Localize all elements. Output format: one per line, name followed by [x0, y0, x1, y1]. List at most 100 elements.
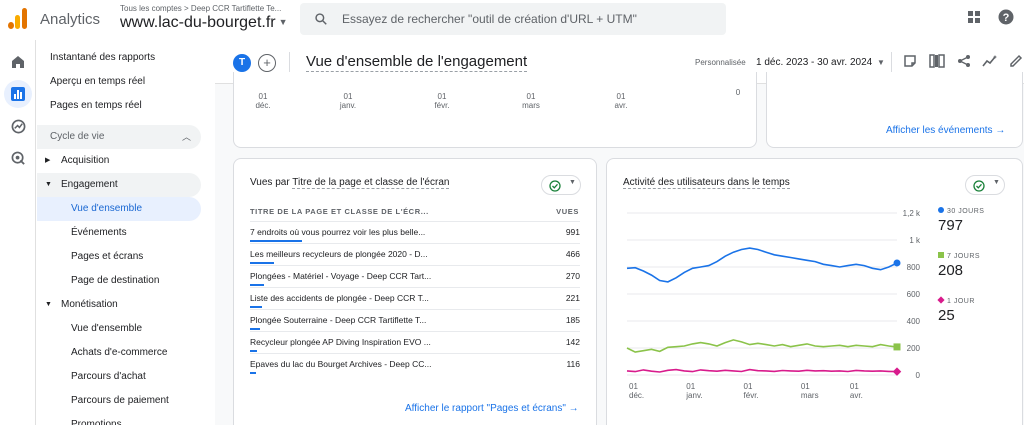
- x-tick-label: 01 avr.: [614, 92, 628, 110]
- nav-promotions[interactable]: Promotions: [71, 419, 122, 425]
- view-pages-report-link[interactable]: Afficher le rapport "Pages et écrans" →: [405, 403, 579, 414]
- row-views-bar: [250, 262, 275, 264]
- table-row[interactable]: Plongées - Matériel - Voyage - Deep CCR …: [250, 265, 580, 287]
- x-tick-label: déc.: [629, 391, 644, 400]
- row-views-value: 270: [565, 271, 580, 281]
- row-page-title: Les meilleurs recycleurs de plongée 2020…: [250, 249, 428, 259]
- property-selector[interactable]: www.lac-du-bourget.fr ▼: [120, 14, 288, 32]
- app-name[interactable]: Analytics: [40, 11, 101, 28]
- table-row[interactable]: Plongée Souterraine - Deep CCR Tartiflet…: [250, 309, 580, 331]
- x-tick-label: 01 janv.: [339, 92, 357, 110]
- advertising-button[interactable]: [4, 144, 32, 172]
- chevron-down-icon[interactable]: ▼: [877, 58, 885, 67]
- row-page-title: Recycleur plongée AP Diving Inspiration …: [250, 337, 431, 347]
- legend-label: 1 JOUR: [947, 298, 975, 305]
- nav-events[interactable]: Événements: [71, 227, 127, 238]
- check-circle-icon: [973, 180, 985, 192]
- row-views-value: 116: [566, 359, 580, 369]
- column-header-views[interactable]: VUES: [556, 207, 579, 216]
- dimension-selector[interactable]: Titre de la page et classe de l'écran: [292, 177, 450, 189]
- nav-engagement[interactable]: ▼ Engagement: [37, 173, 201, 197]
- series-end-marker: [892, 367, 902, 376]
- breadcrumb[interactable]: Tous les comptes > Deep CCR Tartiflette …: [120, 4, 282, 13]
- nav-snapshot[interactable]: Instantané des rapports: [50, 52, 156, 63]
- row-views-bar: [250, 306, 262, 308]
- card-title: Vues par Titre de la page et classe de l…: [250, 177, 450, 189]
- nav-checkout-journey[interactable]: Parcours de paiement: [71, 395, 169, 406]
- advertising-target-icon: [11, 151, 25, 165]
- insights-icon[interactable]: [982, 54, 998, 68]
- row-views-bar: [250, 350, 258, 352]
- nav-monetisation[interactable]: ▼ Monétisation: [37, 293, 201, 317]
- home-button[interactable]: [4, 48, 32, 76]
- nav-ecommerce[interactable]: Achats d'e-commerce: [71, 347, 168, 358]
- chevron-down-icon: ▼: [993, 179, 1000, 186]
- nav-landing-page[interactable]: Page de destination: [71, 275, 160, 286]
- nav-realtime-pages[interactable]: Pages en temps réel: [50, 100, 142, 111]
- nav-pages-screens[interactable]: Pages et écrans: [71, 251, 144, 262]
- nav-engagement-label: Engagement: [61, 179, 118, 190]
- nav-engagement-overview[interactable]: Vue d'ensemble: [37, 197, 201, 221]
- series-end-marker: [893, 259, 901, 267]
- nav-purchase-journey[interactable]: Parcours d'achat: [71, 371, 146, 382]
- events-chart-card: 01 déc. 01 janv. 01 févr. 01 mars 01 avr. 0: [233, 72, 757, 148]
- pages-table-card: Vues par Titre de la page et classe de l…: [233, 158, 597, 425]
- x-tick-label: 01 déc.: [255, 92, 271, 110]
- date-preset-label: Personnalisée: [695, 58, 746, 67]
- apps-grid-icon[interactable]: [967, 10, 981, 24]
- explore-icon: [11, 119, 25, 133]
- reports-button[interactable]: [4, 80, 32, 108]
- row-page-title: Liste des accidents de plongée - Deep CC…: [250, 293, 429, 303]
- left-rail: [0, 40, 36, 425]
- caret-right-icon: ▶: [45, 157, 51, 164]
- column-header-title[interactable]: TITRE DE LA PAGE ET CLASSE DE L'ÉCR...: [250, 207, 429, 216]
- series-diamond-icon: [937, 296, 945, 304]
- main-content: T + Vue d'ensemble de l'engagement Perso…: [215, 40, 1024, 425]
- view-pages-report-label: Afficher le rapport "Pages et écrans": [405, 403, 566, 414]
- y-tick-label: 1 k: [909, 236, 921, 245]
- view-events-link[interactable]: Afficher les événements →: [886, 125, 1005, 136]
- legend-1d[interactable]: 1 JOUR 25: [937, 296, 975, 324]
- edit-pencil-icon[interactable]: [1009, 54, 1023, 68]
- y-tick-label: 800: [907, 263, 921, 272]
- analytics-logo-icon[interactable]: [8, 7, 28, 29]
- nav-acquisition[interactable]: ▶ Acquisition: [37, 149, 201, 173]
- nav-monetisation-overview[interactable]: Vue d'ensemble: [71, 323, 143, 334]
- date-range-picker[interactable]: 1 déc. 2023 - 30 avr. 2024: [756, 57, 873, 68]
- comparison-toggle[interactable]: ▼: [541, 175, 581, 195]
- add-comparison-button[interactable]: +: [258, 54, 276, 72]
- share-icon[interactable]: [957, 54, 971, 68]
- search-box[interactable]: [300, 3, 726, 35]
- nav-section-lifecycle[interactable]: Cycle de vie ︿: [37, 125, 201, 149]
- search-input[interactable]: [342, 3, 712, 35]
- customize-report-icon[interactable]: [929, 54, 945, 68]
- annotation-note-icon[interactable]: [903, 54, 917, 68]
- activity-title: Activité des utilisateurs dans le temps: [623, 177, 790, 189]
- x-tick-label: 01: [686, 382, 695, 391]
- user-activity-card: Activité des utilisateurs dans le temps …: [606, 158, 1023, 425]
- legend-label: 30 JOURS: [947, 208, 985, 215]
- table-row[interactable]: Les meilleurs recycleurs de plongée 2020…: [250, 243, 580, 265]
- explore-button[interactable]: [4, 112, 32, 140]
- row-page-title: Epaves du lac du Bourget Archives - Deep…: [250, 359, 432, 369]
- property-name: www.lac-du-bourget.fr: [120, 14, 276, 31]
- table-row[interactable]: Liste des accidents de plongée - Deep CC…: [250, 287, 580, 309]
- row-views-bar: [250, 328, 260, 330]
- comparison-toggle[interactable]: ▼: [965, 175, 1005, 195]
- legend-7d[interactable]: 7 JOURS 208: [938, 252, 980, 279]
- nav-realtime-overview[interactable]: Aperçu en temps réel: [50, 76, 146, 87]
- comparison-avatar[interactable]: T: [233, 54, 251, 72]
- y-tick-label: 1,2 k: [903, 209, 921, 218]
- legend-30d[interactable]: 30 JOURS 797: [938, 207, 984, 234]
- row-page-title: Plongées - Matériel - Voyage - Deep CCR …: [250, 271, 432, 281]
- row-views-value: 142: [565, 337, 580, 347]
- caret-down-icon: ▼: [45, 181, 52, 188]
- help-icon[interactable]: ?: [998, 9, 1014, 25]
- arrow-right-icon: →: [995, 125, 1006, 136]
- table-row[interactable]: Recycleur plongée AP Diving Inspiration …: [250, 331, 580, 353]
- table-row[interactable]: 7 endroits où vous pourrez voir les plus…: [250, 221, 580, 243]
- table-row[interactable]: Epaves du lac du Bourget Archives - Deep…: [250, 353, 580, 375]
- series-square-icon: [938, 252, 944, 258]
- series-line-3: [626, 368, 898, 373]
- divider: [891, 52, 892, 74]
